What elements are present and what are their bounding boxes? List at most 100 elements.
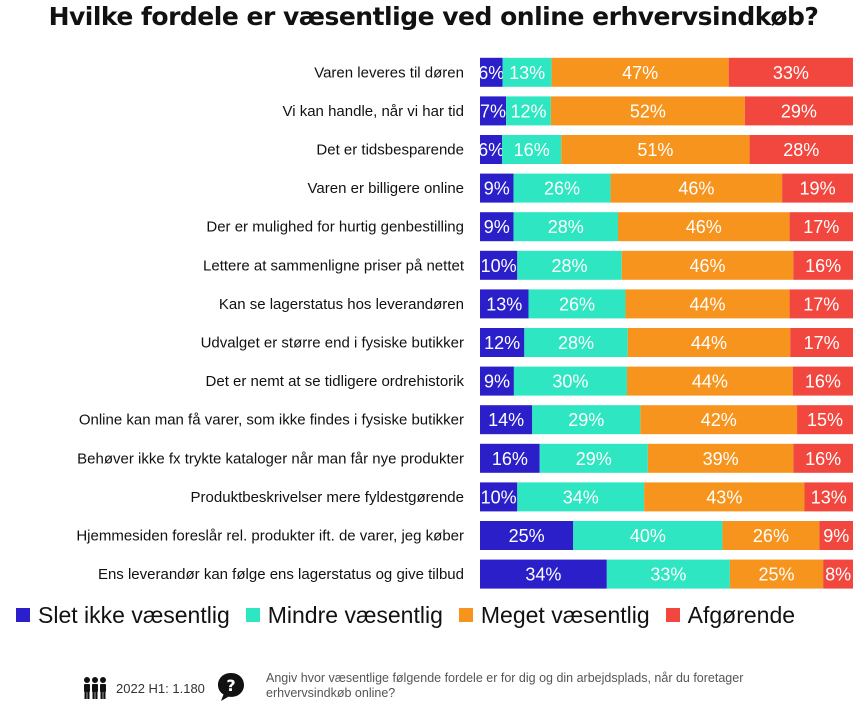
legend-label: Afgørende [687,601,796,628]
people-icon [84,677,106,699]
category-label: Varen er billigere online [308,180,464,197]
category-label: Behøver ikke fx trykte kataloger når man… [77,450,464,467]
data-label: 10% [481,256,517,276]
legend-label: Meget væsentlig [480,601,650,628]
bar-segment [749,135,853,164]
bar-segment [728,57,853,87]
bar-segment [480,521,574,550]
data-label: 40% [630,526,666,546]
data-label: 29% [568,410,604,430]
data-label: 42% [701,410,737,430]
bar-segment [480,366,514,396]
legend-swatch [665,608,680,622]
bar-segment [480,289,529,319]
sample-info: 2022 H1: 1.180 [82,676,205,700]
bar-segment [722,521,820,550]
bar-segment [517,482,645,512]
category-label: Online kan man få varer, som ikke findes… [79,412,464,429]
bar-segment [550,96,745,126]
data-label: 13% [509,63,545,83]
data-label: 17% [803,294,839,314]
data-label: 9% [484,372,510,392]
data-label: 28% [783,140,819,160]
bar-segment [480,57,503,87]
category-label: Varen leveres til døren [314,64,464,81]
bar-segment [819,521,853,550]
bar-segment [792,366,853,396]
data-label: 6% [478,140,504,160]
data-label: 7% [480,101,506,121]
svg-text:?: ? [226,676,235,695]
bar-segment [524,328,628,357]
legend-swatch [245,608,260,622]
legend-label: Mindre væsentlig [267,601,443,628]
legend-item: Afgørende [665,601,796,629]
data-label: 14% [488,410,524,430]
bar-segment [782,173,853,203]
bar-segment [480,443,540,473]
data-label: 6% [478,63,504,83]
bar-segment [606,559,730,589]
bar-segment [513,366,627,396]
bar-segment [480,250,518,280]
bar-segment [506,96,551,126]
data-label: 46% [678,179,714,199]
data-label: 9% [823,526,849,546]
bar-segment [513,212,619,242]
data-label: 26% [559,294,595,314]
data-label: 43% [706,487,742,507]
bar-segment [626,366,793,396]
bar-segment [729,559,824,589]
bar-segment [644,482,805,512]
data-label: 26% [753,526,789,546]
bar-segment [610,173,783,203]
chart-title: Hvilke fordele er væsentlige ved online … [48,2,819,31]
bar-segment [561,135,750,164]
data-label: 17% [804,333,840,353]
legend-item: Mindre væsentlig [245,601,443,629]
data-label: 17% [803,217,839,237]
data-label: 16% [805,372,841,392]
bar-segment [789,212,853,242]
data-label: 44% [692,372,728,392]
data-label: 19% [800,179,836,199]
category-label: Udvalget er større end i fysiske butikke… [201,335,464,352]
data-label: 33% [650,565,686,585]
bar-segment [793,250,853,280]
data-label: 28% [552,256,588,276]
bar-segment [480,173,514,203]
bar-segment [517,250,622,280]
category-label: Ens leverandør kan følge ens lagerstatus… [98,566,464,583]
bar-segment [502,57,552,87]
stacked-bar-chart: Varen leveres til døren 6% 13% 47% 33%Vi kan… [76,57,853,589]
data-label: 16% [514,140,550,160]
data-label: 8% [825,565,851,585]
bar-segment [480,212,514,242]
data-label: 33% [773,63,809,83]
category-label: Kan se lagerstatus hos leverandøren [219,296,464,313]
data-label: 13% [486,294,522,314]
data-label: 25% [509,526,545,546]
data-label: 39% [703,449,739,469]
bar-segment [647,443,794,473]
bar-segment [513,173,611,203]
data-label: 16% [805,449,841,469]
bar-segment [528,289,626,319]
data-label: 28% [558,333,594,353]
bar-segment [480,135,503,164]
data-label: 15% [807,410,843,430]
bar-segment [640,405,798,435]
bar-segment [790,328,853,357]
bar-segment [797,405,853,435]
category-label: Produktbeskrivelser mere fyldestgørende [191,489,464,506]
data-label: 34% [525,565,561,585]
data-label: 44% [691,333,727,353]
bar-segment [480,405,533,435]
question-info: ? Angiv hvor væsentlige følgende fordele… [216,671,786,703]
data-label: 30% [552,372,588,392]
bar-segment [551,57,729,87]
legend-item: Slet ikke væsentlig [16,602,230,629]
bar-segment [621,250,794,280]
legend-label: Slet ikke væsentlig [38,601,230,628]
data-label: 10% [481,487,517,507]
